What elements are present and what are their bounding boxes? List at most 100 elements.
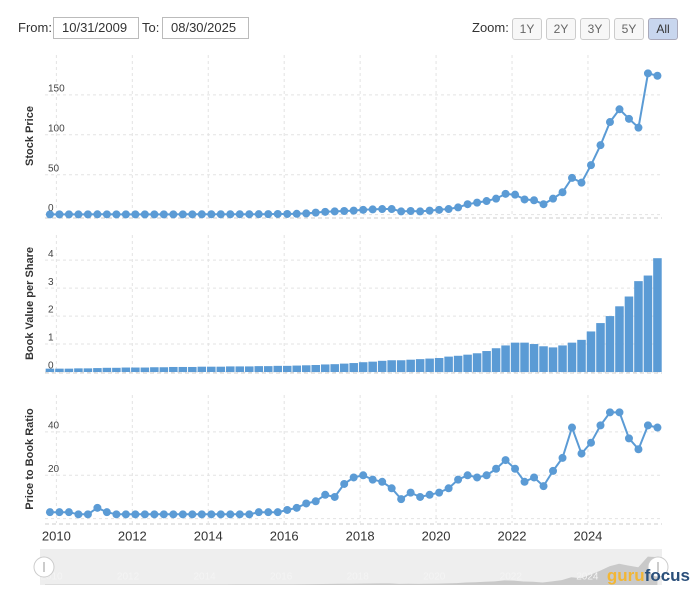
- bar: [273, 365, 283, 372]
- bar: [396, 360, 406, 372]
- point: [216, 210, 225, 219]
- point: [273, 209, 282, 218]
- point: [112, 210, 121, 219]
- bar: [263, 366, 273, 372]
- point: [558, 453, 567, 462]
- navigator-label: 2016: [270, 572, 293, 583]
- point: [492, 464, 501, 473]
- bar: [358, 362, 368, 372]
- zoom-button[interactable]: 1Y: [512, 18, 542, 40]
- point: [330, 492, 339, 501]
- point: [359, 205, 368, 214]
- point: [463, 200, 472, 209]
- x-tick-label: 2014: [194, 528, 223, 543]
- point: [368, 205, 377, 214]
- y-tick-label: 0: [48, 203, 54, 214]
- point: [45, 210, 54, 219]
- point: [207, 510, 216, 519]
- y-tick-label: 4: [48, 249, 54, 260]
- point: [64, 508, 73, 517]
- point: [102, 210, 111, 219]
- bar: [245, 366, 254, 372]
- bar: [415, 359, 425, 372]
- point: [444, 484, 453, 493]
- point: [83, 510, 92, 519]
- point: [131, 510, 140, 519]
- bar: [548, 347, 558, 372]
- bar: [491, 348, 501, 372]
- point: [577, 178, 586, 187]
- zoom-button[interactable]: 5Y: [614, 18, 644, 40]
- point: [359, 471, 368, 480]
- logo-part: guru: [607, 566, 645, 585]
- point: [169, 510, 178, 519]
- bar: [45, 368, 55, 372]
- from-input[interactable]: 10/31/2009: [53, 17, 139, 39]
- point: [121, 210, 130, 219]
- point: [93, 210, 102, 219]
- bar: [207, 366, 216, 372]
- zoom-button[interactable]: All: [648, 18, 678, 40]
- x-tick-label: 2024: [573, 528, 602, 543]
- navigator-label: 2020: [423, 572, 446, 583]
- point: [482, 197, 491, 206]
- point: [368, 475, 377, 484]
- bar: [178, 366, 188, 372]
- point: [292, 503, 301, 512]
- bar: [425, 358, 434, 372]
- point: [397, 495, 406, 504]
- point: [74, 510, 83, 519]
- navigator-label: 2010: [40, 572, 63, 583]
- point: [140, 510, 149, 519]
- bar: [131, 367, 140, 372]
- bar: [292, 365, 302, 372]
- bar: [102, 367, 112, 372]
- bar: [254, 366, 264, 372]
- bar: [643, 275, 653, 372]
- point: [235, 210, 244, 219]
- point: [586, 161, 595, 170]
- point: [93, 503, 102, 512]
- point: [549, 194, 558, 203]
- bar: [301, 365, 311, 372]
- bar: [482, 351, 491, 372]
- zoom-button[interactable]: 3Y: [580, 18, 610, 40]
- navigator-handle[interactable]: [33, 556, 55, 578]
- y-axis-title: Stock Price: [24, 106, 36, 166]
- point: [416, 207, 425, 216]
- point: [530, 473, 539, 482]
- point: [624, 434, 633, 443]
- point: [435, 205, 444, 214]
- navigator-label: 2014: [193, 572, 216, 583]
- y-tick-label: 50: [48, 163, 60, 174]
- point: [634, 123, 643, 132]
- point: [387, 484, 396, 493]
- point: [207, 210, 216, 219]
- y-tick-label: 2: [48, 305, 54, 316]
- point: [511, 190, 520, 199]
- bar: [330, 364, 339, 372]
- point: [226, 210, 235, 219]
- point: [549, 466, 558, 475]
- bar: [510, 342, 520, 372]
- bar: [197, 366, 207, 372]
- bar: [83, 368, 93, 372]
- bar: [282, 365, 292, 372]
- point: [539, 482, 548, 491]
- point: [416, 492, 425, 501]
- point: [302, 499, 311, 508]
- point: [378, 205, 387, 214]
- point: [520, 477, 529, 486]
- point: [397, 207, 406, 216]
- point: [653, 71, 662, 80]
- bar: [150, 367, 159, 372]
- point: [349, 473, 358, 482]
- to-input[interactable]: 08/30/2025: [162, 17, 249, 39]
- point: [311, 208, 320, 217]
- point: [188, 510, 197, 519]
- zoom-button[interactable]: 2Y: [546, 18, 576, 40]
- point: [615, 105, 624, 114]
- navigator-handle[interactable]: [647, 556, 669, 578]
- y-axis-title: Book Value per Share: [24, 247, 36, 360]
